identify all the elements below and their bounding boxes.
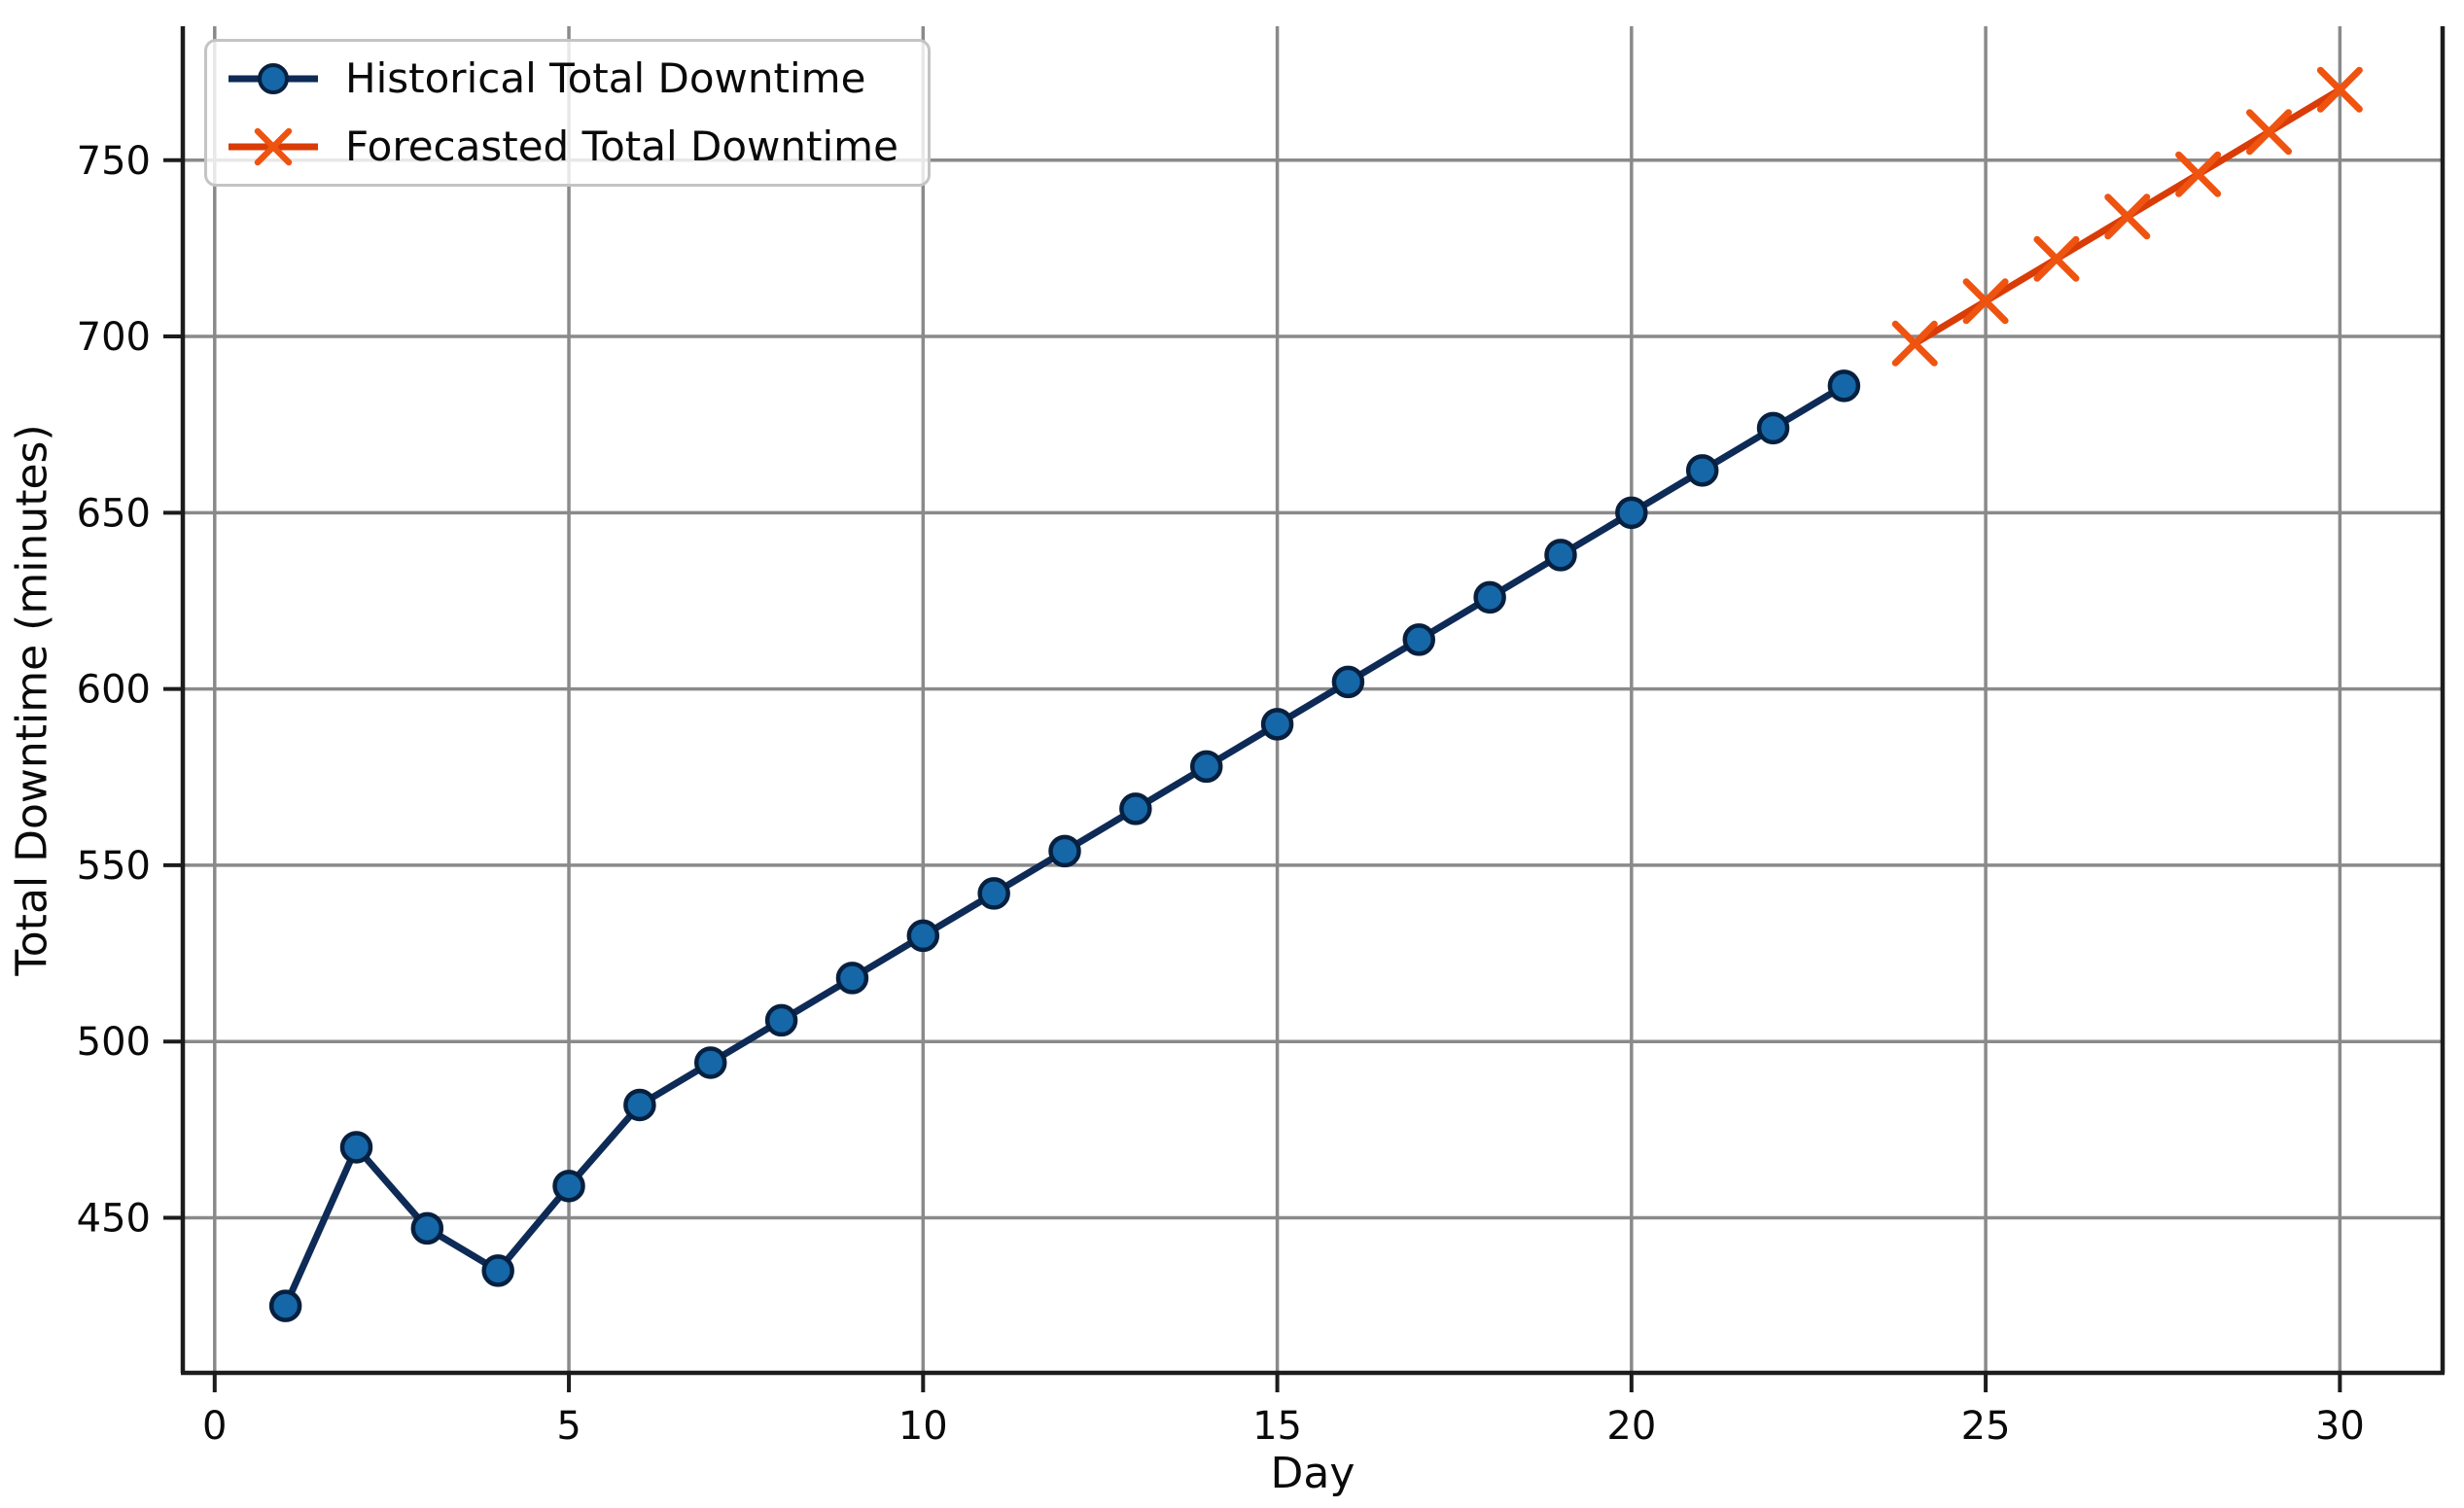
historical-point-marker <box>1260 708 1294 741</box>
x-tick-label: 10 <box>898 1404 948 1449</box>
legend: Historical Total Downtime Forecasted Tot… <box>204 39 931 187</box>
historical-point-marker <box>623 1088 656 1122</box>
forecast-point-marker <box>2316 66 2363 113</box>
forecast-point-marker <box>2104 193 2151 240</box>
historical-point-marker <box>268 1289 302 1322</box>
forecast-series-sample-icon <box>229 127 318 166</box>
historical-point-marker <box>410 1211 444 1245</box>
x-tick-label: 30 <box>2315 1404 2365 1449</box>
legend-item-historical: Historical Total Downtime <box>227 53 898 104</box>
historical-point-marker <box>1048 834 1081 868</box>
historical-point-marker <box>1402 623 1436 656</box>
historical-point-marker <box>1827 369 1861 403</box>
historical-point-marker <box>1544 539 1577 572</box>
historical-point-marker <box>1615 496 1648 530</box>
y-tick-label: 600 <box>77 668 151 713</box>
historical-point-marker <box>977 877 1010 910</box>
forecast-point-marker <box>2175 151 2222 197</box>
historical-point-marker <box>1331 665 1365 699</box>
historical-point-marker <box>835 962 869 995</box>
historical-point-marker <box>1119 792 1152 825</box>
historical-point-marker <box>552 1170 585 1203</box>
y-tick-label: 500 <box>77 1020 151 1065</box>
historical-series-sample-icon <box>229 63 318 94</box>
legend-label-historical: Historical Total Downtime <box>345 54 866 102</box>
y-tick-label: 550 <box>77 844 151 889</box>
y-tick-label: 750 <box>77 139 151 184</box>
x-axis-label: Day <box>1270 1449 1355 1498</box>
x-tick-label: 15 <box>1252 1404 1302 1449</box>
forecast-point-marker <box>2246 109 2293 156</box>
historical-point-marker <box>764 1003 798 1037</box>
historical-point-marker <box>339 1131 373 1164</box>
historical-point-marker <box>481 1254 514 1287</box>
x-tick-label: 5 <box>556 1404 581 1449</box>
y-tick-label: 700 <box>77 315 151 360</box>
historical-point-marker <box>1189 750 1223 784</box>
legend-label-forecast: Forecasted Total Downtime <box>345 123 898 170</box>
historical-point-marker <box>1473 580 1506 614</box>
x-tick-label: 20 <box>1606 1404 1656 1449</box>
historical-point-marker <box>694 1046 727 1079</box>
x-tick-label: 0 <box>202 1404 227 1449</box>
historical-point-marker <box>906 919 940 953</box>
forecast-point-marker <box>1891 320 1938 367</box>
forecast-point-marker <box>1962 278 2009 325</box>
y-tick-label: 650 <box>77 491 151 536</box>
legend-item-forecast: Forecasted Total Downtime <box>227 122 898 172</box>
historical-point-marker <box>1756 411 1790 445</box>
forecast-point-marker <box>2033 235 2080 282</box>
historical-point-marker <box>1685 454 1719 487</box>
y-tick-label: 450 <box>77 1196 151 1241</box>
x-tick-label: 25 <box>1961 1404 2011 1449</box>
y-axis-label: Total Downtime (minutes) <box>7 424 57 976</box>
